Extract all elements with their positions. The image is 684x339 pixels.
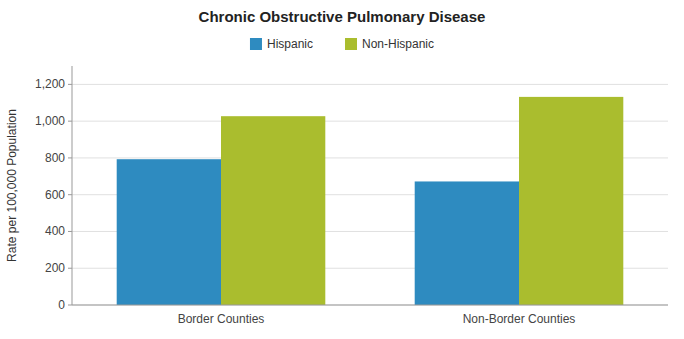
- legend-label: Hispanic: [267, 37, 313, 51]
- background: [0, 0, 684, 339]
- legend: Hispanic Non-Hispanic: [250, 37, 434, 51]
- y-tick: [68, 121, 72, 122]
- x-axis-line: [72, 305, 668, 306]
- bar: [415, 181, 519, 305]
- y-tick: [68, 231, 72, 232]
- bar: [519, 97, 623, 305]
- y-tick-label: 200: [45, 261, 65, 275]
- y-tick-label: 600: [45, 188, 65, 202]
- y-tick-label: 1,000: [35, 114, 65, 128]
- y-tick-label: 400: [45, 224, 65, 238]
- legend-item: Non-Hispanic: [345, 37, 434, 51]
- bar: [221, 116, 325, 305]
- y-tick-label: 800: [45, 151, 65, 165]
- grid-line: [72, 84, 668, 85]
- y-tick: [68, 268, 72, 269]
- y-tick-label: 0: [58, 298, 65, 312]
- grid-line: [72, 305, 668, 306]
- title: Chronic Obstructive Pulmonary Disease: [199, 8, 486, 25]
- legend-swatch: [250, 38, 262, 50]
- x-tick-label: Non-Border Counties: [463, 312, 576, 326]
- chart-svg: Chronic Obstructive Pulmonary Disease Rat…: [0, 0, 684, 339]
- y-tick: [68, 84, 72, 85]
- legend-swatch: [345, 38, 357, 50]
- y-axis-label: Rate per 100,000 Population: [5, 109, 19, 262]
- y-tick: [68, 194, 72, 195]
- x-tick-label: Border Counties: [178, 312, 265, 326]
- legend-label: Non-Hispanic: [362, 37, 434, 51]
- legend-item: Hispanic: [250, 37, 313, 51]
- bar: [117, 159, 221, 305]
- y-axis-line: [72, 66, 73, 305]
- bars: [117, 97, 624, 305]
- chart-container: Chronic Obstructive Pulmonary Disease Rat…: [0, 0, 684, 339]
- y-tick: [68, 157, 72, 158]
- y-tick-label: 1,200: [35, 77, 65, 91]
- y-tick: [68, 305, 72, 306]
- grid: [72, 84, 668, 305]
